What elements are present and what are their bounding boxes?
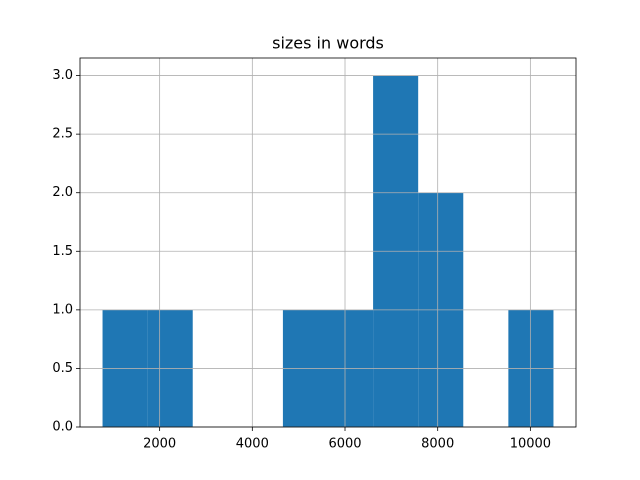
x-tick-label: 6000 — [328, 437, 361, 452]
x-tick-label: 10000 — [510, 437, 551, 452]
chart-title: sizes in words — [272, 34, 384, 53]
y-tick-label: 0.5 — [52, 361, 73, 376]
y-tick-label: 2.5 — [52, 127, 73, 142]
axes-frame — [79, 57, 577, 428]
y-tick-label: 2.0 — [52, 185, 73, 200]
y-tick-label: 0.0 — [52, 420, 73, 435]
x-tick-label: 4000 — [236, 437, 269, 452]
y-tick-label: 3.0 — [52, 68, 73, 83]
x-tick-label: 2000 — [143, 437, 176, 452]
y-tick-label: 1.0 — [52, 302, 73, 317]
y-tick-label: 1.5 — [52, 244, 73, 259]
x-tick-label: 8000 — [421, 437, 454, 452]
